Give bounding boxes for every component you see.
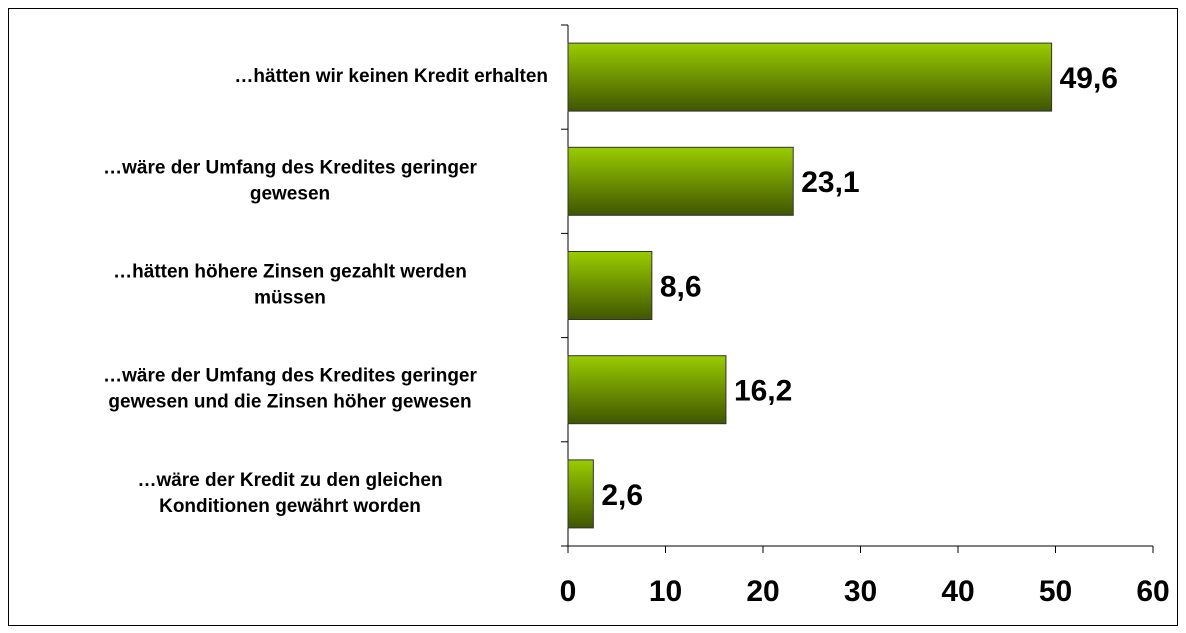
- value-label: 23,1: [801, 166, 859, 199]
- category-label: gewesen und die Zinsen höher gewesen: [108, 392, 471, 413]
- x-tick-label: 60: [1136, 575, 1169, 608]
- value-label: 8,6: [660, 270, 702, 303]
- value-label: 2,6: [601, 479, 643, 512]
- x-tick-label: 0: [560, 575, 577, 608]
- category-label: …wäre der Kredit zu den gleichen: [137, 470, 442, 491]
- category-label: …hätten wir keinen Kredit erhalten: [234, 66, 548, 87]
- category-label: gewesen: [250, 183, 330, 204]
- bar: [567, 355, 727, 425]
- category-label: …wäre der Umfang des Kredites geringer: [103, 366, 477, 387]
- value-label: 49,6: [1060, 62, 1118, 95]
- category-label: …hätten höhere Zinsen gezahlt werden: [113, 262, 467, 283]
- category-label: Konditionen gewährt worden: [159, 496, 421, 517]
- x-tick-label: 20: [746, 575, 779, 608]
- x-tick-label: 30: [844, 575, 877, 608]
- bar: [567, 459, 594, 529]
- x-tick-label: 10: [649, 575, 682, 608]
- category-label: müssen: [254, 288, 326, 309]
- bar: [567, 42, 1053, 112]
- x-tick-label: 50: [1039, 575, 1072, 608]
- category-label: …wäre der Umfang des Kredites geringer: [103, 157, 477, 178]
- x-tick-label: 40: [941, 575, 974, 608]
- bar: [567, 251, 653, 320]
- value-label: 16,2: [734, 375, 792, 408]
- bar: [567, 146, 794, 216]
